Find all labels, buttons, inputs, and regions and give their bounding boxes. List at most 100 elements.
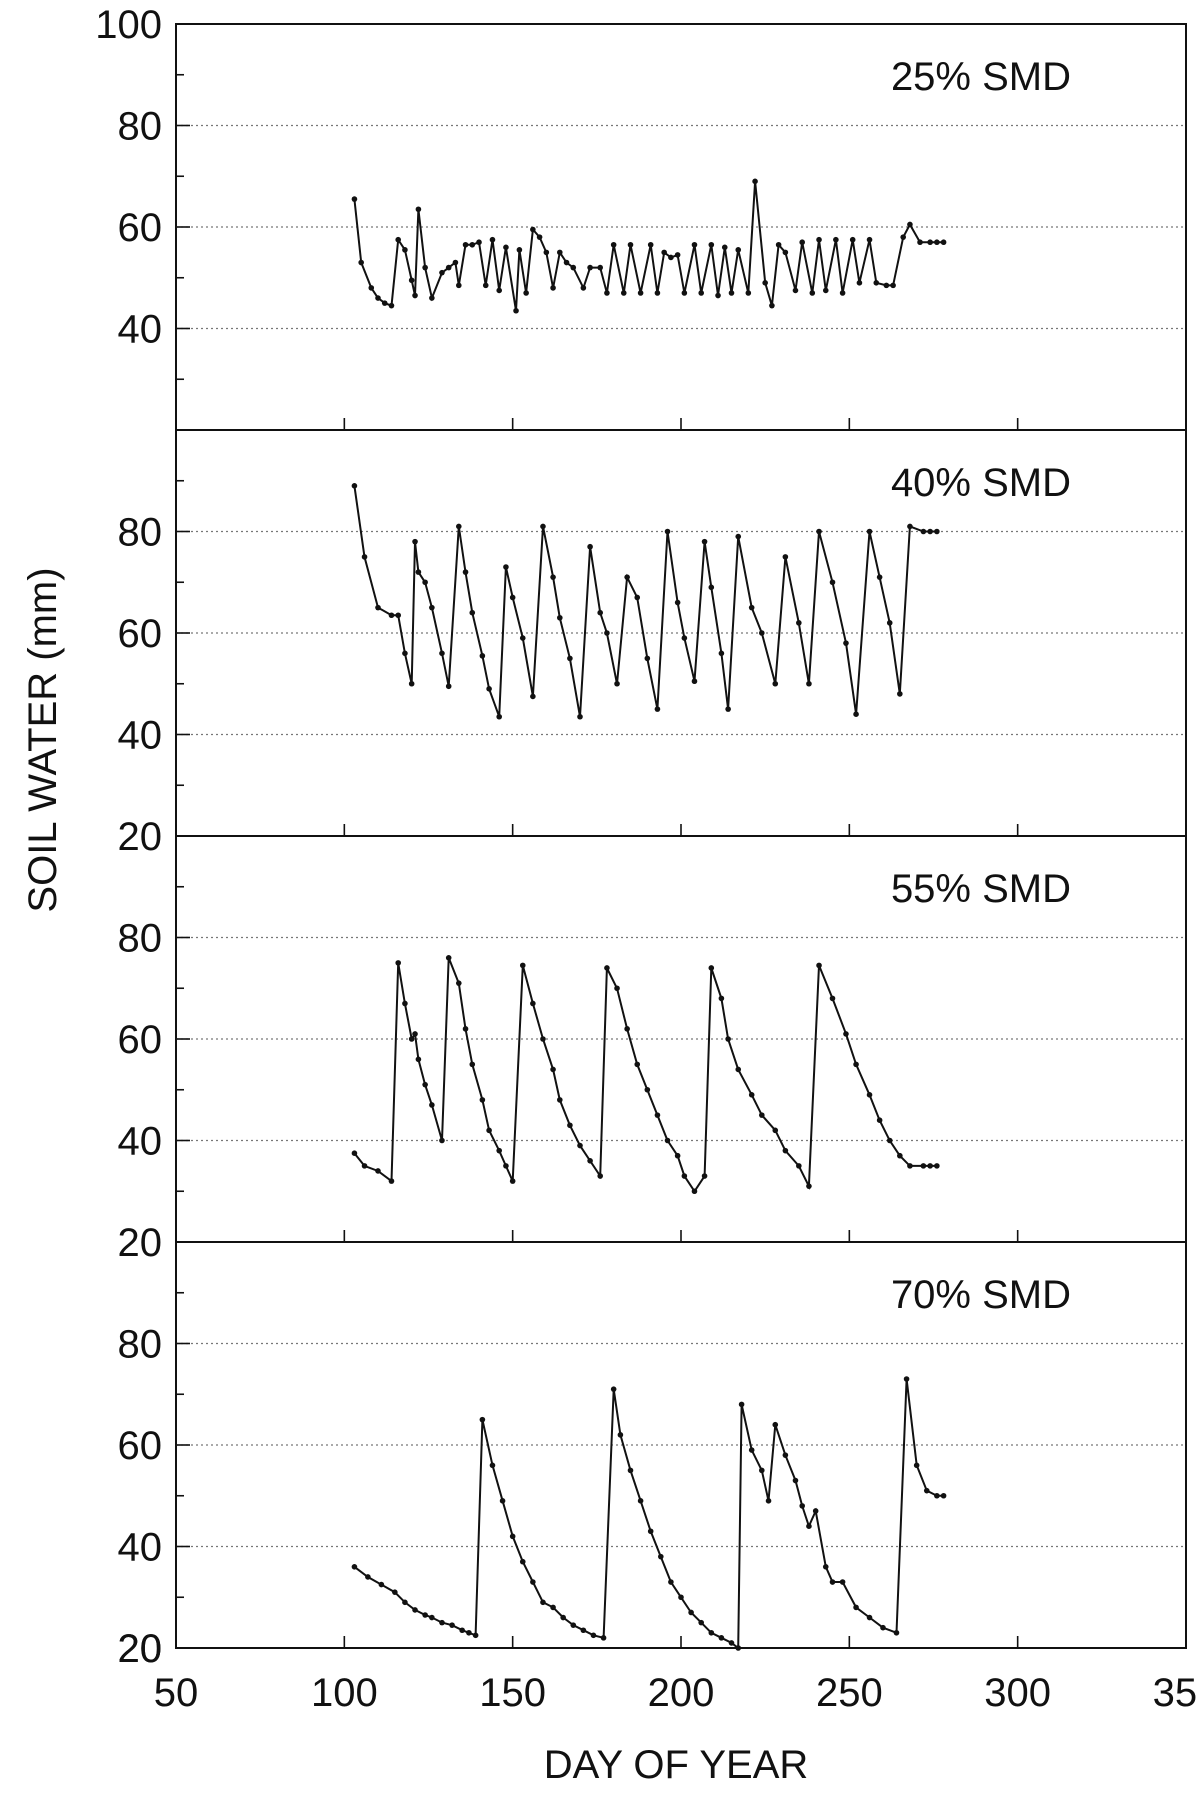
data-point xyxy=(728,1640,735,1646)
data-point xyxy=(408,680,415,687)
data-point xyxy=(927,1163,933,1169)
data-point xyxy=(587,264,593,271)
data-point xyxy=(718,1635,725,1641)
panel-title: 55% SMD xyxy=(891,867,1071,911)
data-point xyxy=(725,1036,731,1042)
data-point xyxy=(664,1137,671,1144)
data-point xyxy=(597,1173,603,1179)
data-point xyxy=(429,1102,435,1108)
data-point xyxy=(934,1163,940,1169)
data-point xyxy=(674,1152,681,1159)
data-point xyxy=(402,1599,408,1606)
data-point xyxy=(489,1462,496,1469)
data-point xyxy=(658,1553,664,1560)
data-point xyxy=(691,241,698,248)
data-point xyxy=(610,241,617,248)
data-point xyxy=(392,1589,398,1595)
data-point xyxy=(681,635,688,641)
data-point xyxy=(358,259,364,266)
data-point xyxy=(486,686,492,692)
data-point xyxy=(456,282,462,289)
data-point xyxy=(678,1594,684,1601)
data-point xyxy=(668,254,674,261)
data-point xyxy=(456,523,462,530)
y-tick-label: 60 xyxy=(118,206,163,250)
data-point xyxy=(550,574,556,580)
data-point xyxy=(701,538,708,545)
data-point xyxy=(698,290,704,296)
data-point xyxy=(920,528,927,535)
data-point xyxy=(412,1607,418,1613)
data-point xyxy=(439,650,445,657)
data-point xyxy=(853,1061,859,1068)
data-point xyxy=(361,1163,368,1169)
data-point xyxy=(721,244,728,251)
data-point xyxy=(927,528,933,535)
y-tick-label: 60 xyxy=(118,612,163,656)
data-point xyxy=(782,1147,789,1154)
x-tick-label: 200 xyxy=(648,1671,715,1715)
data-point xyxy=(402,247,408,253)
data-point xyxy=(940,1492,947,1499)
data-point xyxy=(429,604,435,611)
data-point xyxy=(829,1579,836,1585)
data-point xyxy=(759,1467,765,1474)
data-point xyxy=(412,292,418,299)
y-tick-label: 100 xyxy=(95,3,162,47)
data-point xyxy=(408,277,415,284)
data-point xyxy=(934,528,940,535)
data-point xyxy=(388,1178,395,1184)
data-point xyxy=(866,236,873,243)
data-point xyxy=(557,1097,563,1103)
data-point xyxy=(769,302,775,309)
data-point xyxy=(775,241,782,248)
data-point xyxy=(570,1622,577,1628)
data-point xyxy=(782,1452,789,1458)
data-point xyxy=(445,683,452,690)
data-point xyxy=(681,1173,688,1179)
data-point xyxy=(886,620,893,626)
data-point xyxy=(499,1498,506,1504)
data-point xyxy=(735,1066,742,1073)
data-point xyxy=(816,528,822,535)
data-point xyxy=(580,285,587,291)
data-point xyxy=(627,241,634,248)
data-point xyxy=(459,1627,465,1634)
data-point xyxy=(365,1574,371,1580)
data-point xyxy=(577,1142,583,1149)
data-point xyxy=(422,1081,428,1088)
data-point xyxy=(587,543,593,550)
data-point xyxy=(351,483,358,489)
data-point xyxy=(351,1150,358,1156)
data-point xyxy=(580,1627,587,1634)
data-point xyxy=(560,1614,566,1621)
data-point xyxy=(886,1137,893,1144)
panel-2: 20 80 60 40 40% SMD xyxy=(118,429,1187,859)
data-point xyxy=(806,680,812,687)
data-point xyxy=(479,1097,486,1103)
data-point xyxy=(661,249,667,256)
data-point xyxy=(843,640,849,646)
data-point xyxy=(610,1386,617,1392)
data-point xyxy=(469,1061,476,1068)
data-point xyxy=(479,653,486,659)
data-point xyxy=(691,678,698,685)
data-point xyxy=(597,609,603,616)
data-point xyxy=(519,962,526,969)
data-point xyxy=(934,1492,940,1499)
data-point xyxy=(866,1614,873,1621)
y-tick-label: 20 xyxy=(118,815,163,859)
data-point xyxy=(637,290,644,296)
data-point xyxy=(429,295,435,301)
data-point xyxy=(519,1558,526,1565)
data-point xyxy=(486,1127,492,1134)
data-point xyxy=(698,1619,704,1626)
data-point xyxy=(765,1498,772,1504)
data-point xyxy=(415,1056,422,1063)
data-point xyxy=(375,295,381,301)
data-point xyxy=(577,713,583,720)
data-point xyxy=(940,239,947,246)
data-point xyxy=(917,239,923,246)
data-point xyxy=(822,1564,829,1570)
data-point xyxy=(479,1416,486,1423)
